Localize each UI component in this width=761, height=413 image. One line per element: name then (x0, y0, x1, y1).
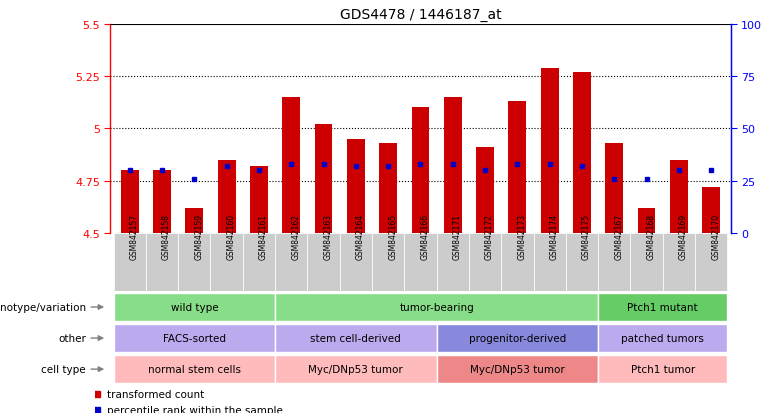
Text: other: other (58, 333, 86, 343)
Text: FACS-sorted: FACS-sorted (163, 333, 226, 343)
Text: GSM842157: GSM842157 (129, 213, 139, 259)
Bar (638, 208, 655, 233)
Bar (113, 293, 275, 322)
Bar (508, 102, 527, 233)
Bar (372, 233, 404, 291)
Text: progenitor-derived: progenitor-derived (469, 333, 566, 343)
Bar (275, 355, 437, 384)
Bar (275, 233, 307, 291)
Text: GSM842158: GSM842158 (162, 213, 171, 259)
Text: GSM842161: GSM842161 (259, 213, 268, 259)
Bar (476, 148, 494, 233)
Text: transformed count: transformed count (107, 389, 204, 399)
Text: GSM842169: GSM842169 (679, 213, 688, 259)
Bar (250, 166, 268, 233)
Bar (412, 108, 429, 233)
Bar (218, 160, 235, 233)
Text: GSM842159: GSM842159 (194, 213, 203, 259)
Bar (186, 208, 203, 233)
Text: GSM842170: GSM842170 (712, 213, 720, 259)
Bar (541, 69, 559, 233)
Bar (444, 98, 462, 233)
Text: GSM842163: GSM842163 (323, 213, 333, 259)
Bar (573, 73, 591, 233)
Text: GSM842168: GSM842168 (647, 213, 655, 259)
Text: GSM842165: GSM842165 (388, 213, 397, 259)
Bar (314, 125, 333, 233)
Bar (243, 233, 275, 291)
Bar (339, 233, 372, 291)
Text: stem cell-derived: stem cell-derived (310, 333, 401, 343)
Bar (598, 293, 728, 322)
Text: patched tumors: patched tumors (621, 333, 704, 343)
Bar (702, 188, 720, 233)
Bar (113, 355, 275, 384)
Bar (606, 144, 623, 233)
Bar (153, 171, 171, 233)
Bar (113, 324, 275, 353)
Text: tumor-bearing: tumor-bearing (400, 302, 474, 312)
Text: GSM842173: GSM842173 (517, 213, 527, 259)
Bar (598, 324, 728, 353)
Bar (211, 233, 243, 291)
Bar (437, 355, 598, 384)
Text: GSM842164: GSM842164 (356, 213, 365, 259)
Bar (113, 233, 146, 291)
Bar (347, 140, 365, 233)
Bar (469, 233, 501, 291)
Bar (630, 233, 663, 291)
Text: GSM842171: GSM842171 (453, 213, 462, 259)
Text: GSM842175: GSM842175 (582, 213, 591, 259)
Bar (379, 144, 397, 233)
Text: GSM842174: GSM842174 (549, 213, 559, 259)
Bar (670, 160, 688, 233)
Bar (282, 98, 300, 233)
Bar (275, 324, 437, 353)
Text: GSM842160: GSM842160 (227, 213, 236, 259)
Bar (404, 233, 437, 291)
Text: wild type: wild type (170, 302, 218, 312)
Text: normal stem cells: normal stem cells (148, 364, 240, 374)
Text: Ptch1 mutant: Ptch1 mutant (627, 302, 698, 312)
Text: GSM842172: GSM842172 (485, 213, 494, 259)
Bar (121, 171, 139, 233)
Text: Myc/DNp53 tumor: Myc/DNp53 tumor (470, 364, 565, 374)
Text: genotype/variation: genotype/variation (0, 302, 86, 312)
Text: percentile rank within the sample: percentile rank within the sample (107, 405, 282, 413)
Text: cell type: cell type (41, 364, 86, 374)
Bar (146, 233, 178, 291)
Bar (566, 233, 598, 291)
Bar (663, 233, 695, 291)
Bar (437, 324, 598, 353)
Bar (695, 233, 728, 291)
Text: Ptch1 tumor: Ptch1 tumor (631, 364, 695, 374)
Text: GSM842167: GSM842167 (614, 213, 623, 259)
Bar (533, 233, 566, 291)
Text: GSM842162: GSM842162 (291, 213, 301, 259)
Text: Myc/DNp53 tumor: Myc/DNp53 tumor (308, 364, 403, 374)
Bar (598, 233, 630, 291)
Bar (598, 355, 728, 384)
Bar (275, 293, 598, 322)
Title: GDS4478 / 1446187_at: GDS4478 / 1446187_at (339, 8, 501, 22)
Text: GSM842166: GSM842166 (420, 213, 429, 259)
Bar (501, 233, 533, 291)
Bar (437, 233, 469, 291)
Bar (178, 233, 211, 291)
Bar (307, 233, 339, 291)
